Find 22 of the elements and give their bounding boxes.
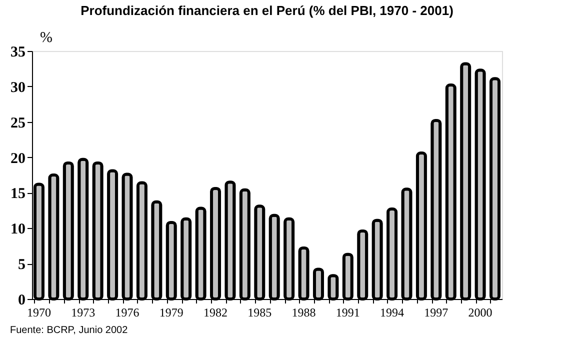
x-tick-label: 2000 [468,306,492,320]
x-tick-label: 1991 [336,306,360,320]
y-tick-label: 0 [18,292,26,308]
x-tick-label: 1985 [248,306,272,320]
y-tick-label: 5 [18,257,26,274]
y-tick-label: 15 [10,186,26,202]
y-tick-label: 35 [10,44,26,60]
x-tick-label: 1988 [292,306,316,320]
x-tick-label: 1973 [71,306,96,320]
x-tick-label: 1994 [380,306,404,320]
x-tick-label: 1976 [115,306,140,320]
y-tick-label: 30 [10,80,26,96]
y-tick-label: 10 [10,222,26,238]
chart-title: Profundización financiera en el Perú (% del PBI, 1970 - 2001) [80,3,454,18]
y-axis-title: % [40,30,52,46]
y-tick-label: 20 [10,150,26,167]
x-tick-label: 1997 [424,306,448,320]
y-tick-label: 25 [10,115,26,132]
source-note: Fuente: BCRP, Junio 2002 [10,325,128,336]
x-tick-label: 1979 [159,306,184,320]
x-tick-label: 1982 [204,306,228,320]
x-tick-label: 1970 [26,306,51,320]
